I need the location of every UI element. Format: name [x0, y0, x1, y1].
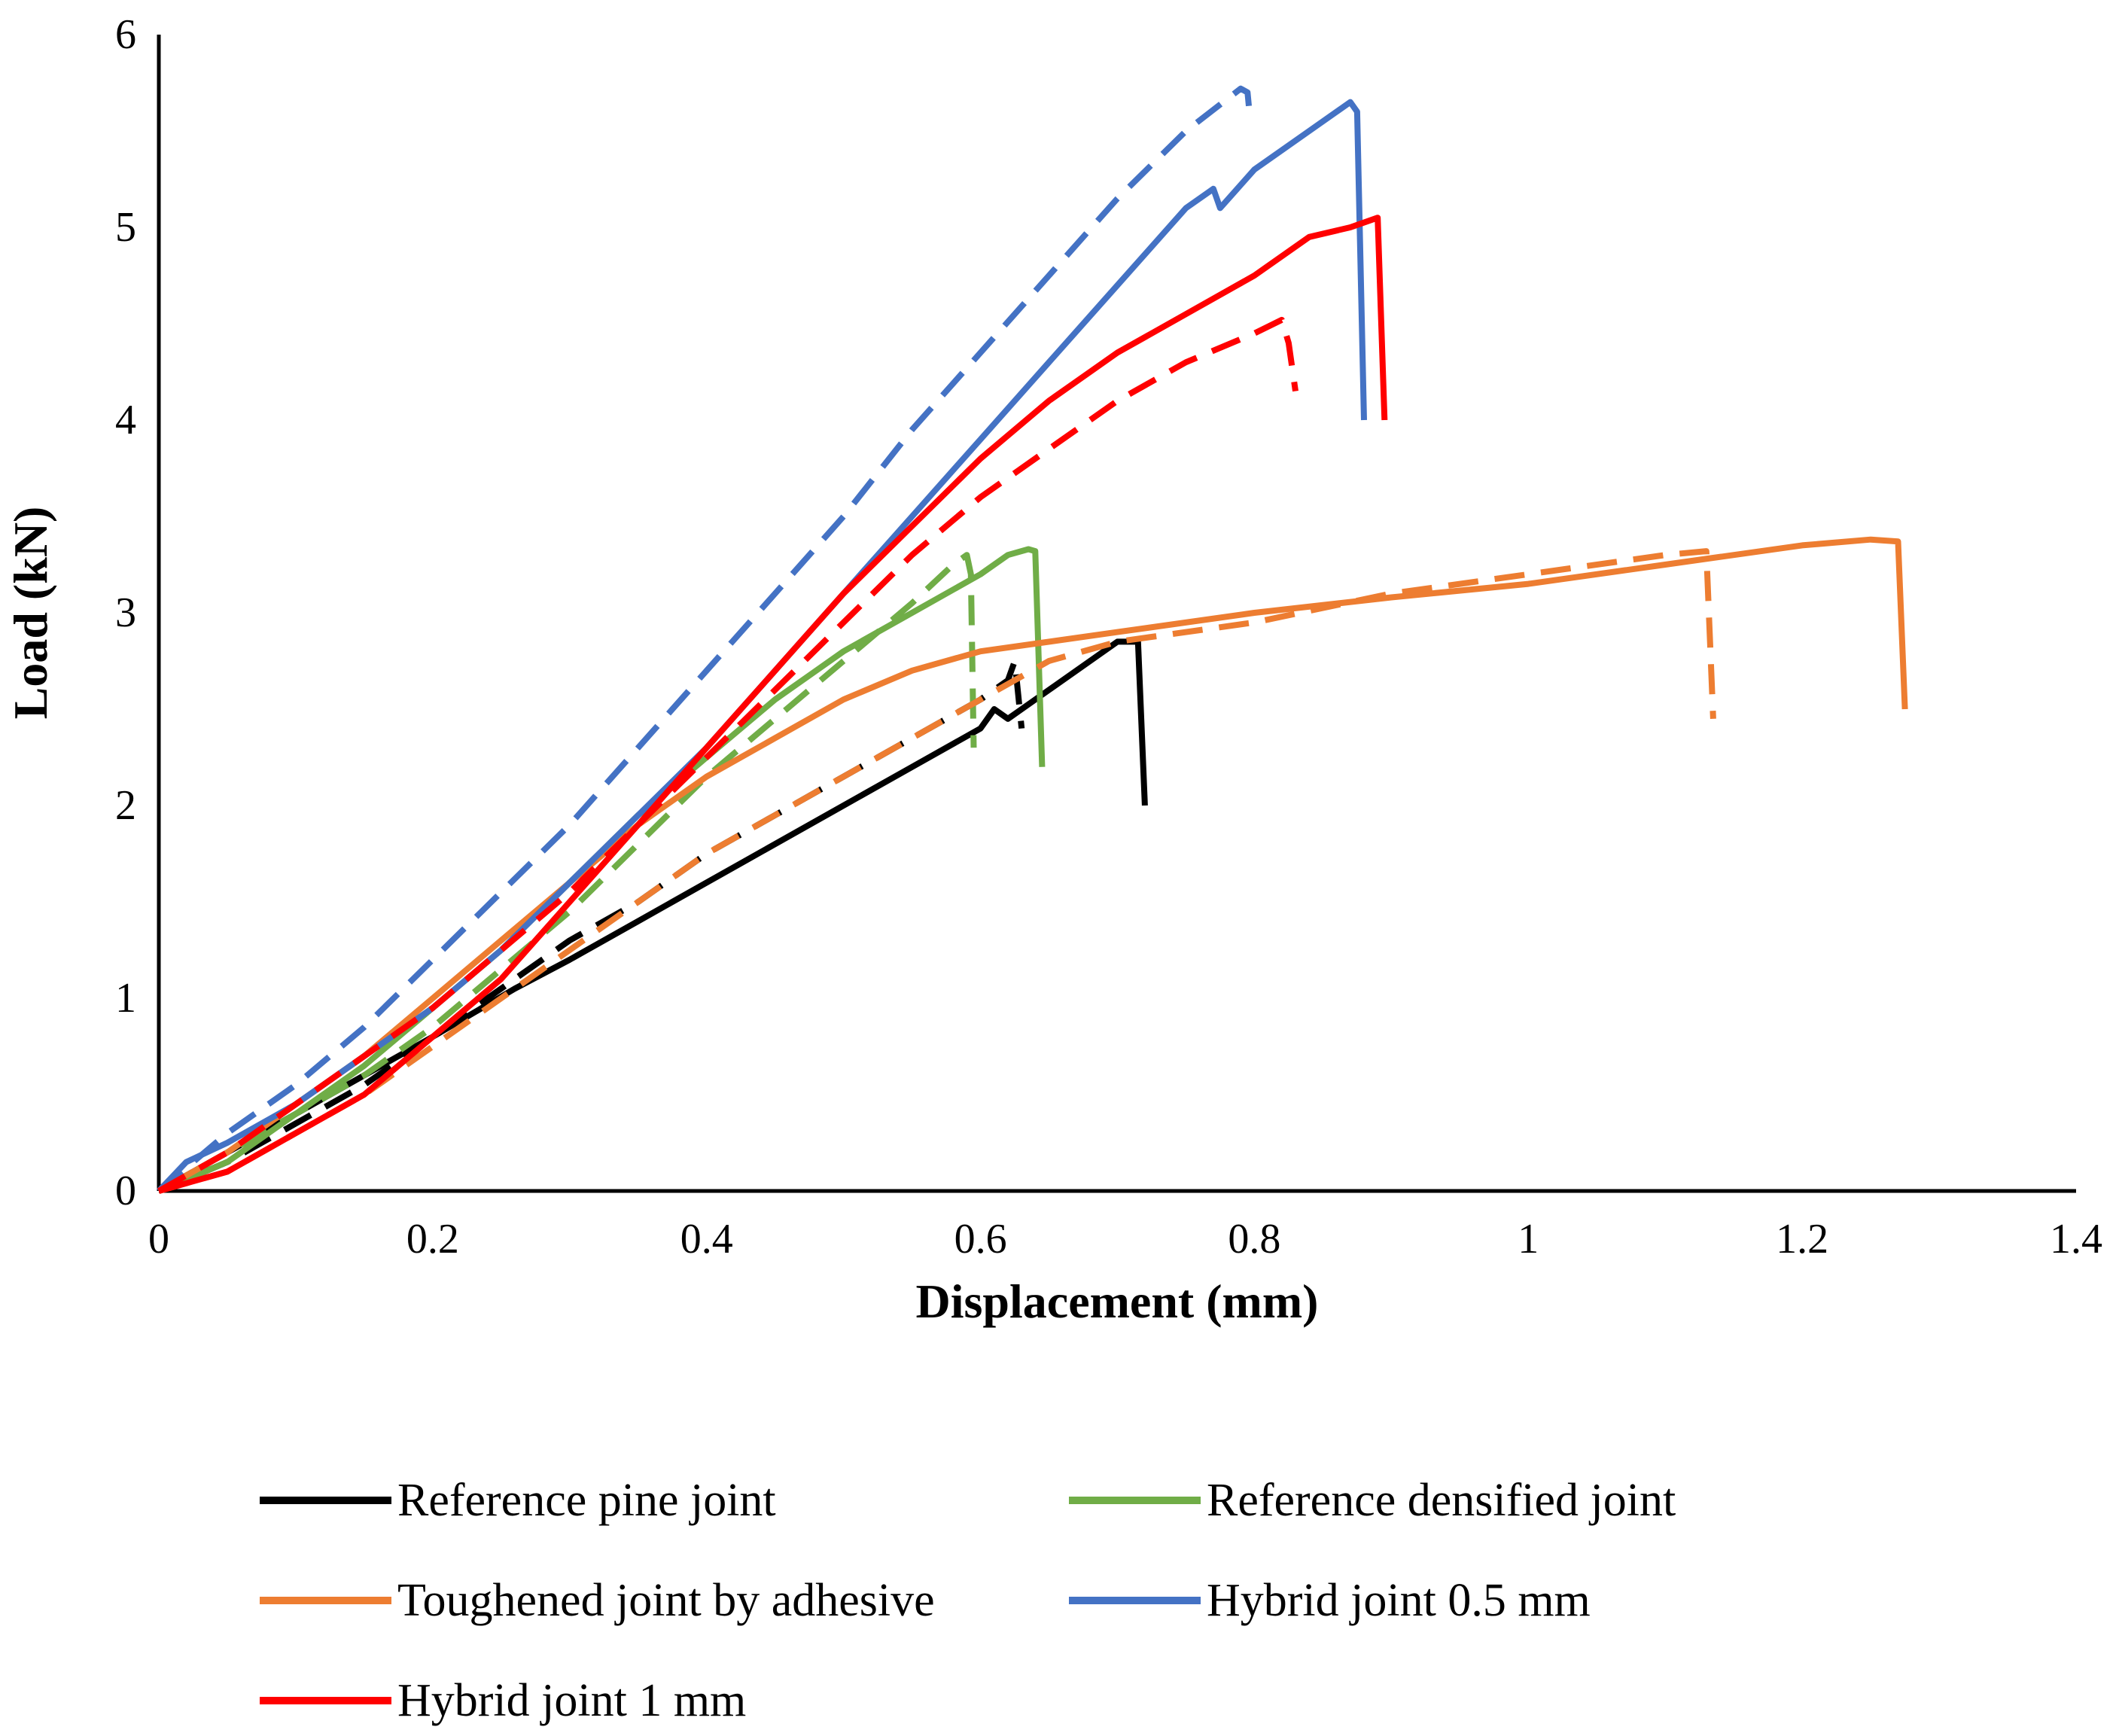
x-tick-label: 1.2	[1776, 1216, 1828, 1262]
y-tick-label: 2	[115, 782, 136, 829]
x-tick-label: 0.2	[406, 1216, 459, 1262]
x-tick-label: 0.8	[1228, 1216, 1280, 1262]
legend-label: Hybrid joint 1 mm	[397, 1675, 746, 1726]
y-tick-label: 1	[115, 975, 136, 1022]
x-axis-title: Displacement (mm)	[916, 1275, 1319, 1328]
series-dashed-hybrid-joint-1-mm	[157, 316, 1298, 1194]
series-dashed-toughened-joint-by-adhesive	[157, 548, 1716, 1194]
legend-item-toughened-joint-by-adhesive: Toughened joint by adhesive	[260, 1575, 935, 1626]
y-tick-label: 6	[115, 11, 136, 58]
y-tick-label: 5	[115, 204, 136, 251]
legend: Reference pine joint Reference densified …	[260, 1475, 1676, 1726]
y-axis-title: Load (kN)	[4, 507, 57, 720]
legend-label: Toughened joint by adhesive	[397, 1575, 935, 1626]
series-dashed-hybrid-joint-0-5-mm	[157, 85, 1253, 1194]
legend-label: Reference pine joint	[397, 1475, 776, 1526]
series-line-toughened-joint-by-adhesive	[157, 536, 1908, 1194]
y-tick-label: 4	[115, 397, 136, 443]
x-tick-label: 1	[1518, 1216, 1539, 1262]
series-dashed-reference-pine-joint	[157, 658, 1025, 1194]
legend-item-hybrid-joint-0-5-mm: Hybrid joint 0.5 mm	[1069, 1575, 1591, 1626]
legend-item-reference-densified-joint: Reference densified joint	[1069, 1475, 1676, 1526]
legend-item-reference-pine-joint: Reference pine joint	[260, 1475, 776, 1526]
series-line-hybrid-joint-0-5-mm	[157, 99, 1367, 1193]
x-tick-label: 0.4	[680, 1216, 733, 1262]
series-line-hybrid-joint-1-mm	[157, 215, 1388, 1194]
series-dashed-reference-densified-joint	[157, 552, 977, 1194]
x-tick-label: 1.4	[2050, 1216, 2102, 1262]
y-tick-label: 3	[115, 589, 136, 636]
legend-label: Hybrid joint 0.5 mm	[1207, 1575, 1591, 1626]
y-tick-label: 0	[115, 1168, 136, 1214]
axes	[157, 35, 2076, 1193]
x-tick-label: 0	[148, 1216, 169, 1262]
legend-label: Reference densified joint	[1207, 1475, 1676, 1526]
x-tick-label: 0.6	[954, 1216, 1007, 1262]
series-layer	[157, 85, 1908, 1194]
tick-labels: 0 0.2 0.4 0.6 0.8 1 1.2 1.4 0 1 2 3 4 5 6	[115, 11, 2102, 1262]
legend-item-hybrid-joint-1-mm: Hybrid joint 1 mm	[260, 1675, 746, 1726]
